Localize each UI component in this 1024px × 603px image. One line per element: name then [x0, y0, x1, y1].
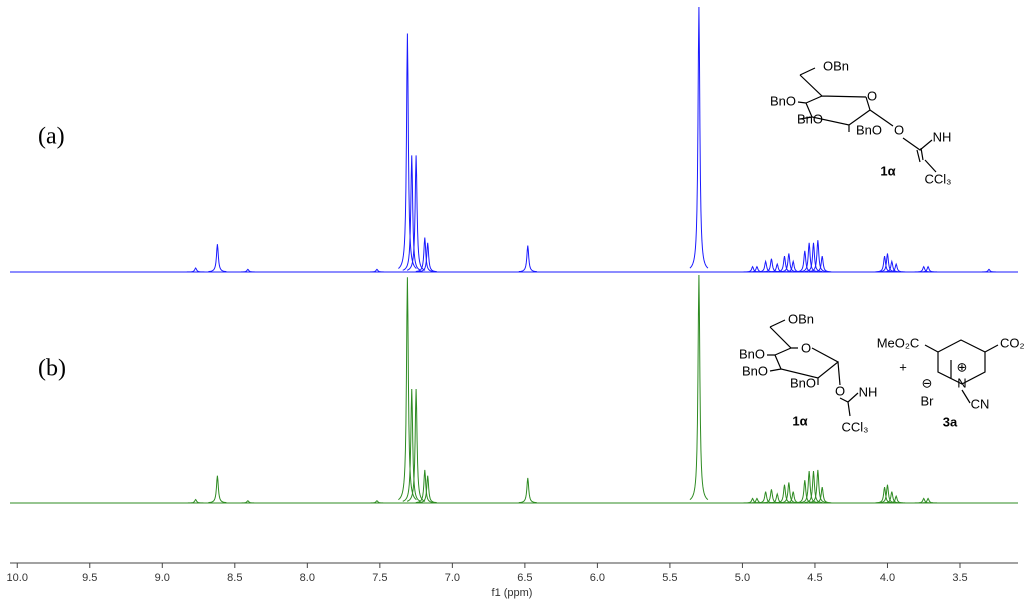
peak [919, 265, 938, 273]
peak [689, 6, 709, 269]
x-tick-label: 9.5 [82, 572, 97, 584]
peak [808, 240, 827, 273]
chem-label: N [957, 375, 966, 390]
chem-label: O [894, 122, 904, 137]
chem-label: O [801, 340, 811, 355]
peak [887, 494, 906, 504]
x-tick-label: 5.5 [662, 572, 677, 584]
peak [813, 486, 832, 504]
peak [919, 497, 938, 504]
peak [238, 268, 257, 273]
peak [518, 245, 537, 273]
peak [808, 469, 827, 504]
chem-label: NH [933, 129, 952, 144]
peak [208, 475, 227, 504]
chem-label: O [835, 383, 845, 398]
chem-label: BnO [739, 346, 765, 361]
chem-label: BnO [790, 375, 816, 390]
x-tick-label: 6.0 [590, 572, 605, 584]
x-tick-label: 7.5 [372, 572, 387, 584]
peak [914, 265, 933, 273]
chem-label: O [867, 88, 877, 103]
x-tick-label: 8.5 [227, 572, 242, 584]
peak [804, 471, 823, 504]
peak [779, 253, 798, 273]
peak [418, 242, 437, 273]
peak [775, 256, 794, 273]
peak [402, 388, 421, 502]
peak [367, 500, 386, 504]
peak [800, 471, 819, 504]
peak [804, 242, 823, 273]
peak [775, 484, 794, 504]
peak [882, 491, 901, 504]
peak [887, 262, 906, 273]
chem-label: MeO₂C [877, 335, 920, 350]
chem-label: BnO [856, 122, 882, 137]
x-axis-label: f1 (ppm) [492, 587, 533, 599]
peak [518, 477, 537, 504]
charge: ⊖ [922, 375, 933, 390]
peak [186, 498, 205, 504]
peak [415, 237, 434, 272]
peak [813, 256, 832, 273]
chem-label: BnO [797, 111, 823, 126]
x-tick-label: 9.0 [155, 572, 170, 584]
peak [418, 475, 437, 504]
chem-label: CCl₃ [842, 419, 869, 434]
chem-label: BnO [742, 363, 768, 378]
chem-label: OBn [823, 58, 849, 73]
chem-label: CO₂Me [1000, 335, 1024, 350]
peak [779, 482, 798, 504]
compound-label: 1α [792, 413, 807, 428]
structure: OBn BnO BnO BnO O O NH CCl₃ 1α + MeO₂C C… [739, 311, 1024, 434]
peak [882, 259, 901, 273]
compound-label: 3a [943, 414, 958, 429]
peak [914, 497, 933, 504]
series-label: (b) [38, 356, 66, 382]
x-tick-label: 10.0 [7, 572, 28, 584]
peak [979, 268, 998, 273]
peak [367, 268, 386, 273]
peak [800, 242, 819, 273]
x-tick-label: 4.5 [807, 572, 822, 584]
x-tick-label: 3.5 [952, 572, 967, 584]
peak [406, 388, 426, 502]
x-tick-label: 5.0 [735, 572, 750, 584]
peak [415, 469, 434, 504]
peak [208, 244, 227, 273]
peak [689, 274, 709, 501]
x-tick-label: 4.0 [880, 572, 895, 584]
peak [402, 155, 421, 271]
structure: OBn BnO BnO BnO O O NH CCl₃ 1α [770, 58, 951, 186]
chem-label: CCl₃ [925, 171, 952, 186]
chem-label: BnO [770, 93, 796, 108]
compound-label: 1α [880, 163, 895, 178]
x-tick-label: 7.0 [445, 572, 460, 584]
peak [186, 267, 205, 273]
chem-label: Br [921, 393, 935, 408]
chem-label: NH [859, 384, 878, 399]
peak [238, 500, 257, 504]
charge: ⊕ [957, 359, 968, 374]
chem-label: OBn [788, 311, 814, 326]
chem-label: + [899, 359, 907, 374]
peak [398, 277, 417, 501]
series-label: (a) [38, 124, 65, 150]
x-tick-label: 6.5 [517, 572, 532, 584]
chem-label: CN [971, 396, 990, 411]
x-tick-label: 8.0 [300, 572, 315, 584]
peak [398, 33, 417, 269]
